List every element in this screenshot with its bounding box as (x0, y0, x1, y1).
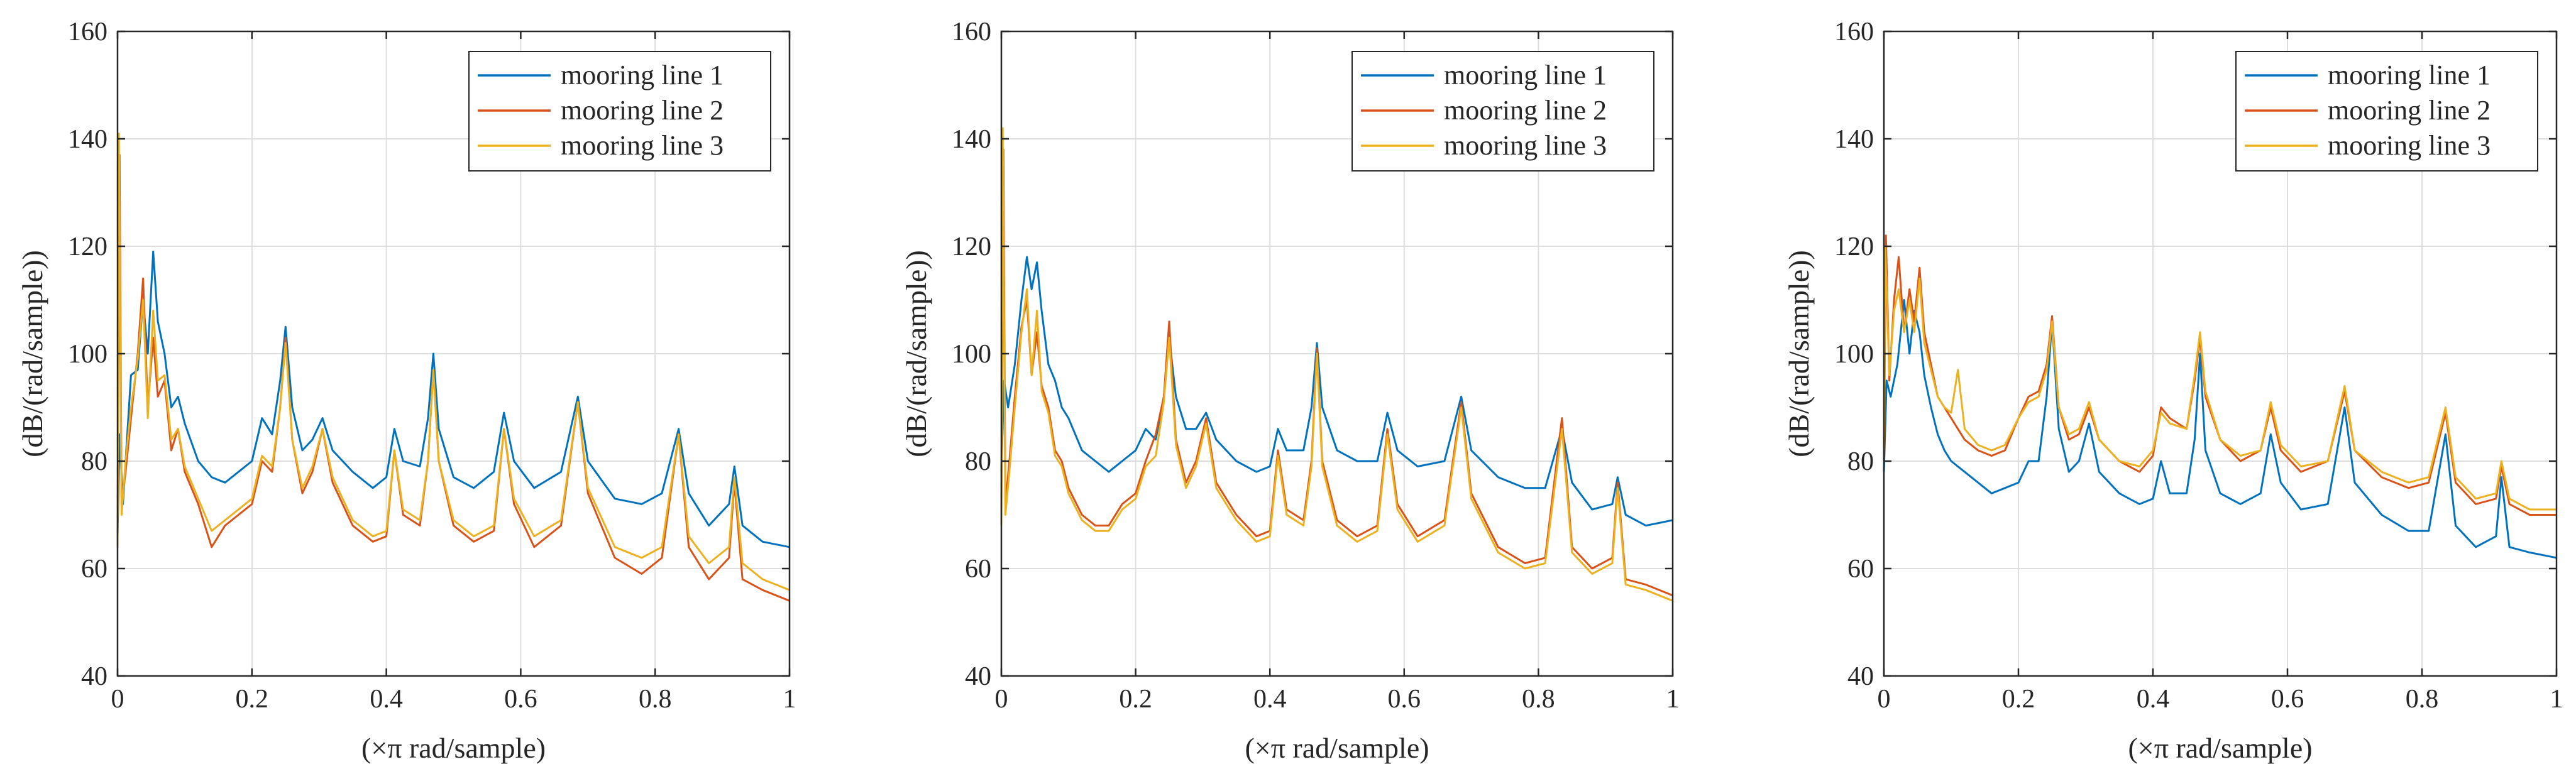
x-tick-label: 0.2 (1119, 685, 1152, 714)
y-tick-label: 140 (1834, 125, 1874, 154)
series-line-3 (1883, 245, 2557, 511)
y-tick-label: 100 (952, 340, 991, 369)
x-tick-label: 0 (111, 685, 124, 714)
series-line-1 (116, 251, 790, 548)
series-line-2 (116, 154, 790, 602)
y-axis-label: (dB/(rad/sample)) (1783, 250, 1815, 457)
x-tick-label: 0.4 (1253, 685, 1287, 714)
legend: mooring line 1 mooring line 2 mooring line… (468, 51, 771, 172)
y-axis-label: (dB/(rad/sample)) (16, 250, 48, 457)
y-tick-label: 60 (81, 555, 107, 584)
y-tick-label: 120 (68, 232, 107, 261)
x-tick-label: 1 (1666, 685, 1680, 714)
y-tick-label: 100 (68, 340, 107, 369)
y-tick-label: 160 (952, 18, 991, 46)
y-tick-label: 140 (952, 125, 991, 154)
legend-label-3: mooring line 3 (2328, 130, 2491, 161)
legend-label-2: mooring line 2 (2328, 95, 2491, 126)
y-tick-label: 100 (1834, 340, 1874, 369)
series-line-2 (1000, 148, 1673, 597)
y-tick-label: 120 (952, 232, 991, 261)
x-tick-label: 0.8 (639, 685, 672, 714)
x-tick-label: 0.2 (2002, 685, 2035, 714)
y-tick-label: 80 (81, 447, 107, 476)
y-tick-label: 160 (68, 18, 107, 46)
y-tick-label: 40 (81, 662, 107, 691)
x-axis-label: (×π rad/sample) (361, 732, 546, 764)
x-axis-label: (×π rad/sample) (2128, 732, 2312, 764)
legend-label-1: mooring line 1 (561, 60, 724, 90)
y-tick-label: 60 (1847, 555, 1874, 584)
x-tick-label: 0.8 (2406, 685, 2439, 714)
y-tick-label: 160 (1834, 18, 1874, 46)
legend: mooring line 1 mooring line 2 mooring line… (2235, 51, 2538, 172)
series-line-1 (1000, 256, 1673, 527)
x-tick-label: 0.6 (2271, 685, 2304, 714)
y-tick-label: 60 (965, 555, 991, 584)
x-tick-label: 0.6 (504, 685, 537, 714)
series-line-1 (1883, 299, 2557, 559)
x-tick-label: 0 (1878, 685, 1891, 714)
series-line-3 (116, 133, 790, 591)
x-tick-label: 0.6 (1388, 685, 1421, 714)
legend-label-1: mooring line 1 (2328, 60, 2491, 90)
x-axis-label: (×π rad/sample) (1245, 732, 1429, 764)
legend: mooring line 1 mooring line 2 mooring line… (1351, 51, 1654, 172)
y-tick-label: 140 (68, 125, 107, 154)
legend-label-2: mooring line 2 (1444, 95, 1607, 126)
x-tick-label: 0.4 (370, 685, 403, 714)
y-tick-label: 120 (1834, 232, 1874, 261)
x-tick-label: 0.4 (2137, 685, 2170, 714)
x-tick-label: 0.8 (1522, 685, 1555, 714)
y-tick-label: 80 (965, 447, 991, 476)
x-tick-label: 1 (2550, 685, 2563, 714)
y-tick-label: 80 (1847, 447, 1874, 476)
y-axis-label: (dB/(rad/sample)) (900, 250, 932, 457)
legend-label-3: mooring line 3 (561, 130, 724, 161)
y-tick-label: 40 (1847, 662, 1874, 691)
legend-label-2: mooring line 2 (561, 95, 724, 126)
x-tick-label: 0 (995, 685, 1008, 714)
y-tick-label: 40 (965, 662, 991, 691)
series-line-3 (1000, 127, 1673, 602)
x-tick-label: 1 (783, 685, 796, 714)
x-tick-label: 0.2 (236, 685, 269, 714)
legend-label-1: mooring line 1 (1444, 60, 1607, 90)
legend-label-3: mooring line 3 (1444, 130, 1607, 161)
